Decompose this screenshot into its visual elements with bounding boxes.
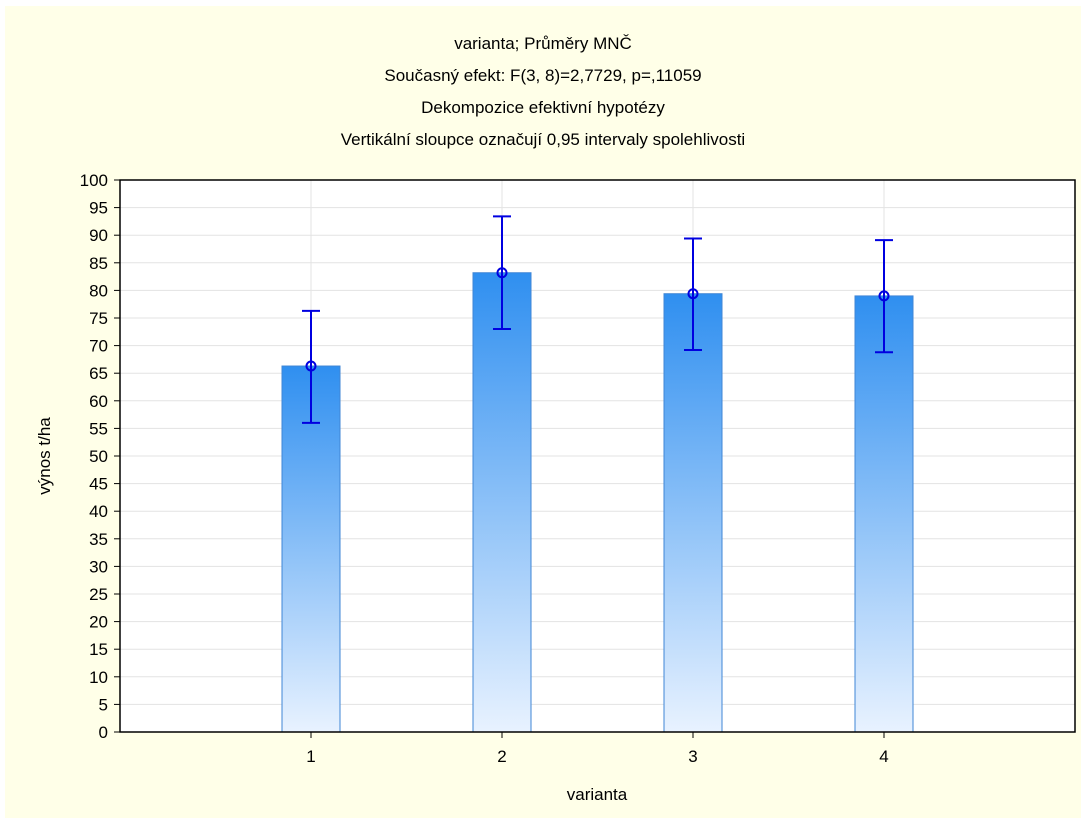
mean-marker-4 [878,290,890,302]
y-tick-label-95: 95 [89,199,108,218]
mean-marker-3 [687,288,699,300]
gridlines [120,180,1075,732]
y-tick-label-65: 65 [89,364,108,383]
chart-title-line-4: Vertikální sloupce označují 0,95 interva… [341,130,745,149]
x-axis-label: varianta [567,785,628,804]
y-tick-label-100: 100 [80,171,108,190]
bar-1 [281,365,341,733]
y-tick-label-25: 25 [89,585,108,604]
y-tick-label-5: 5 [99,695,108,714]
y-tick-label-20: 20 [89,613,108,632]
bar-2 [472,272,532,733]
error-bars [302,215,893,424]
x-tick-label-3: 3 [688,747,697,766]
y-tick-label-0: 0 [99,723,108,742]
y-tick-label-60: 60 [89,392,108,411]
mean-marker-2 [496,267,508,279]
chart-title-line-2: Současný efekt: F(3, 8)=2,7729, p=,11059 [384,66,701,85]
bars [281,272,914,733]
y-axis-label: výnos t/ha [35,417,54,495]
y-tick-label-40: 40 [89,502,108,521]
y-tick-label-35: 35 [89,530,108,549]
y-tick-label-80: 80 [89,281,108,300]
y-tick-label-55: 55 [89,419,108,438]
y-tick-label-45: 45 [89,475,108,494]
y-tick-label-15: 15 [89,640,108,659]
x-axis-ticks: 1 2 3 4 [306,732,889,766]
y-tick-label-70: 70 [89,337,108,356]
x-tick-label-4: 4 [879,747,888,766]
y-tick-label-10: 10 [89,668,108,687]
mean-marker-1 [305,360,317,372]
bar-4 [854,295,914,733]
y-tick-label-85: 85 [89,254,108,273]
y-axis-ticks: 0 5 10 15 20 25 30 35 40 45 50 55 60 65 70 75 80 85 90 95 10… [80,171,120,742]
y-tick-label-90: 90 [89,226,108,245]
x-tick-label-1: 1 [306,747,315,766]
chart-title-line-1: varianta; Průměry MNČ [454,34,632,53]
y-tick-label-50: 50 [89,447,108,466]
y-tick-label-75: 75 [89,309,108,328]
x-tick-label-2: 2 [497,747,506,766]
chart-title-line-3: Dekompozice efektivní hypotézy [421,98,665,117]
bar-3 [663,293,723,733]
y-tick-label-30: 30 [89,557,108,576]
